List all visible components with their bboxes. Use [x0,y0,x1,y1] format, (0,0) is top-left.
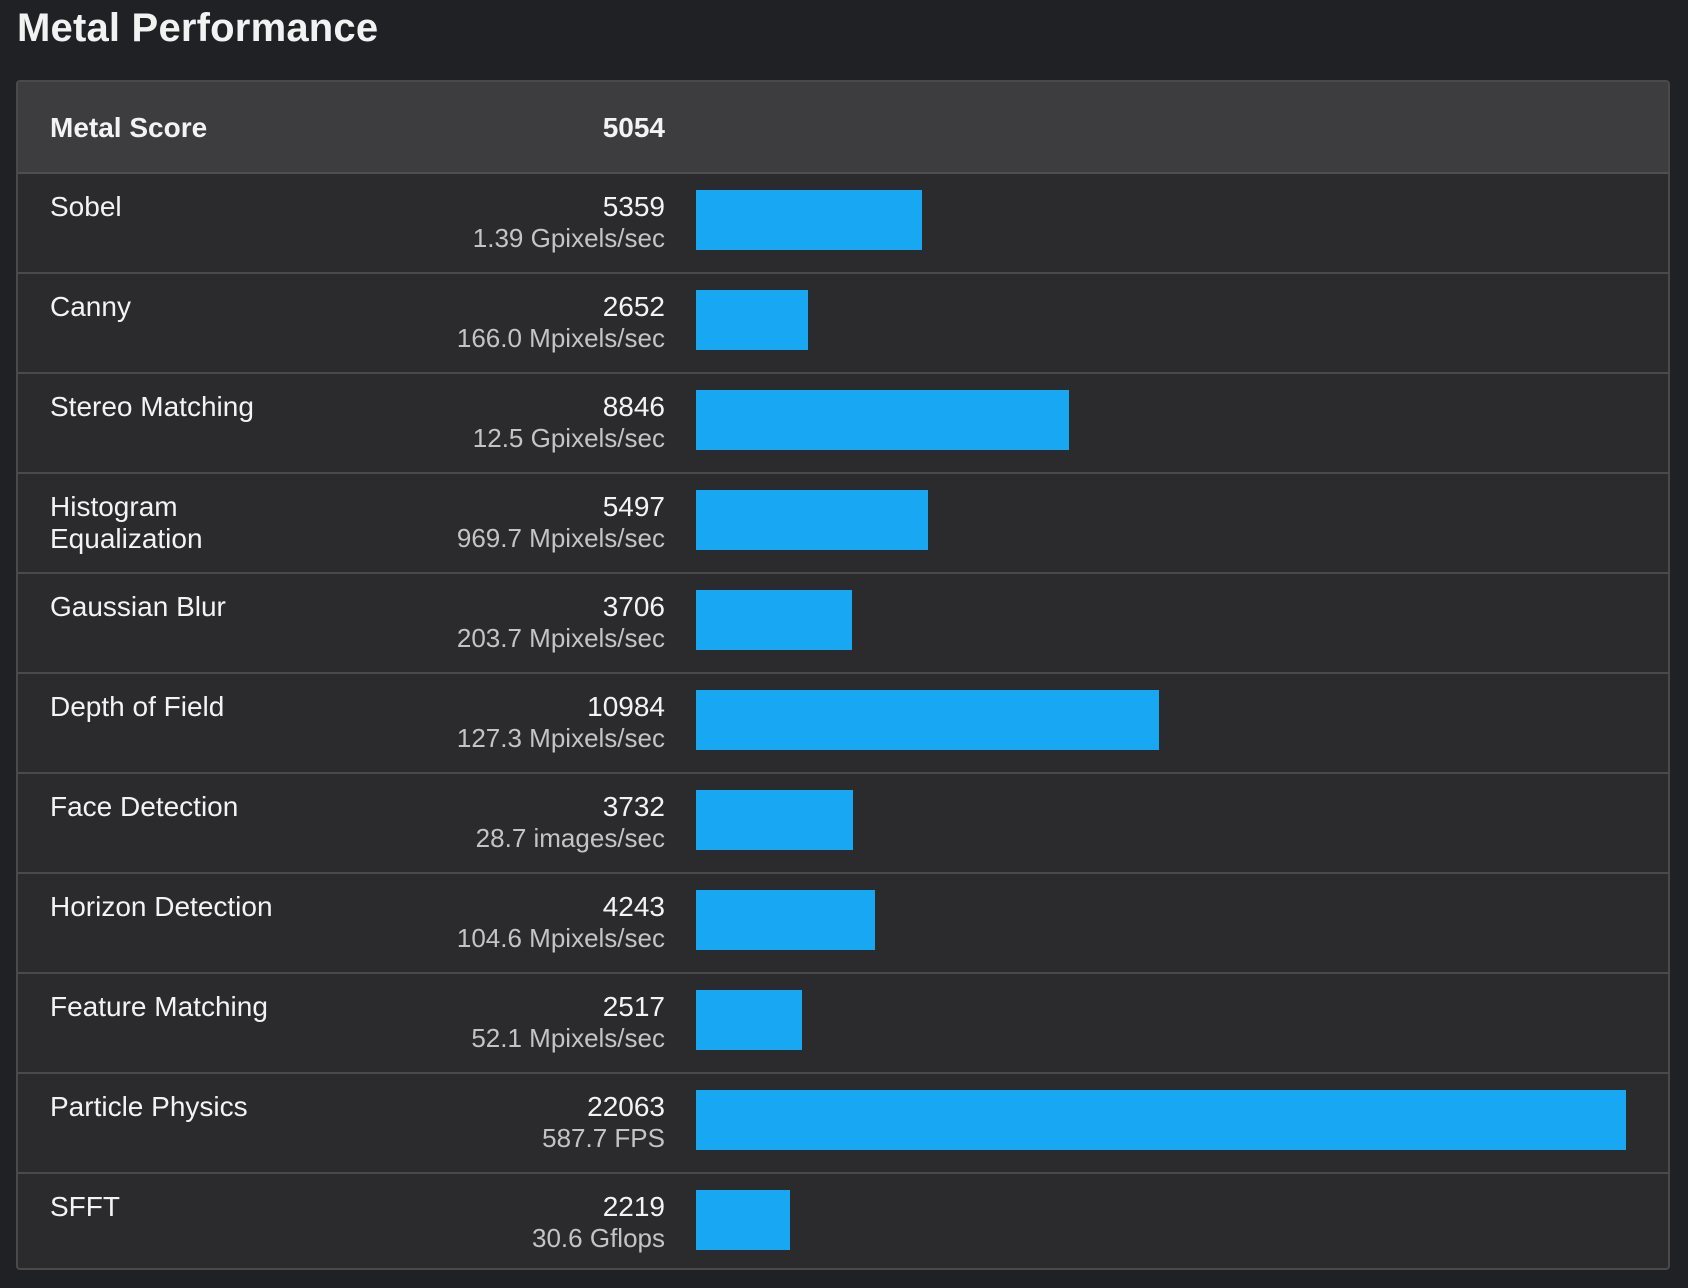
benchmark-row: Feature Matching 2517 52.1 Mpixels/sec [18,974,1668,1074]
benchmark-rate: 969.7 Mpixels/sec [456,523,665,553]
metal-score-value: 5054 [602,112,665,143]
benchmark-name: Particle Physics [50,1091,248,1122]
benchmark-score: 22063 [587,1091,665,1122]
metal-score-header: Metal Score 5054 [18,82,1668,174]
benchmark-row: Histogram Equalization 5497 969.7 Mpixels/… [18,474,1668,574]
benchmark-rate: 203.7 Mpixels/sec [456,623,665,653]
results-panel: Metal Score 5054 Sobel 5359 1.39 Gpixels/s… [16,80,1670,1270]
benchmark-score: 5359 [602,191,665,222]
benchmark-score: 10984 [587,691,665,722]
benchmark-bar [696,790,853,850]
benchmark-row: SFFT 2219 30.6 Gflops [18,1174,1668,1268]
benchmark-bar [696,1090,1626,1150]
benchmark-name: Sobel [50,191,122,222]
benchmark-score: 2219 [602,1191,665,1222]
benchmark-name: Feature Matching [50,991,268,1022]
benchmark-bar [696,590,852,650]
benchmark-row: Sobel 5359 1.39 Gpixels/sec [18,174,1668,274]
benchmark-rate: 127.3 Mpixels/sec [456,723,665,753]
benchmark-name: Gaussian Blur [50,591,226,622]
benchmark-name: SFFT [50,1191,120,1222]
benchmark-score: 8846 [602,391,665,422]
benchmark-bar [696,1190,790,1250]
benchmark-score: 3706 [602,591,665,622]
page-title: Metal Performance [17,6,379,50]
benchmark-row: Depth of Field 10984 127.3 Mpixels/sec [18,674,1668,774]
benchmark-row: Stereo Matching 8846 12.5 Gpixels/sec [18,374,1668,474]
benchmark-rate: 1.39 Gpixels/sec [472,223,665,253]
metal-score-label: Metal Score [50,112,208,143]
benchmark-bar [696,890,875,950]
benchmark-name: Face Detection [50,791,239,822]
benchmark-score: 5497 [602,491,665,522]
benchmark-rate: 104.6 Mpixels/sec [456,923,665,953]
benchmark-name: Depth of Field [50,691,225,722]
benchmark-score: 2517 [602,991,665,1022]
benchmark-rate: 28.7 images/sec [475,823,665,853]
benchmark-row: Face Detection 3732 28.7 images/sec [18,774,1668,874]
benchmark-name: Histogram Equalization [50,491,203,554]
benchmark-bar [696,390,1069,450]
benchmark-row: Canny 2652 166.0 Mpixels/sec [18,274,1668,374]
benchmark-score: 3732 [602,791,665,822]
benchmark-name: Stereo Matching [50,391,254,422]
benchmark-bar [696,690,1159,750]
benchmark-row: Particle Physics 22063 587.7 FPS [18,1074,1668,1174]
benchmark-rate: 30.6 Gflops [532,1223,665,1253]
benchmark-name: Horizon Detection [50,891,273,922]
benchmark-row: Gaussian Blur 3706 203.7 Mpixels/sec [18,574,1668,674]
benchmark-rate: 587.7 FPS [542,1123,665,1153]
benchmark-rate: 52.1 Mpixels/sec [471,1023,665,1053]
benchmark-score: 4243 [602,891,665,922]
benchmark-score: 2652 [602,291,665,322]
benchmark-bar [696,290,808,350]
benchmark-bar [696,190,922,250]
benchmark-bar [696,490,928,550]
benchmark-rows: Sobel 5359 1.39 Gpixels/sec Canny 2652 166.0 … [18,174,1668,1268]
benchmark-name: Canny [50,291,131,322]
benchmark-row: Horizon Detection 4243 104.6 Mpixels/sec [18,874,1668,974]
benchmark-rate: 12.5 Gpixels/sec [472,423,665,453]
benchmark-bar [696,990,802,1050]
benchmark-rate: 166.0 Mpixels/sec [456,323,665,353]
